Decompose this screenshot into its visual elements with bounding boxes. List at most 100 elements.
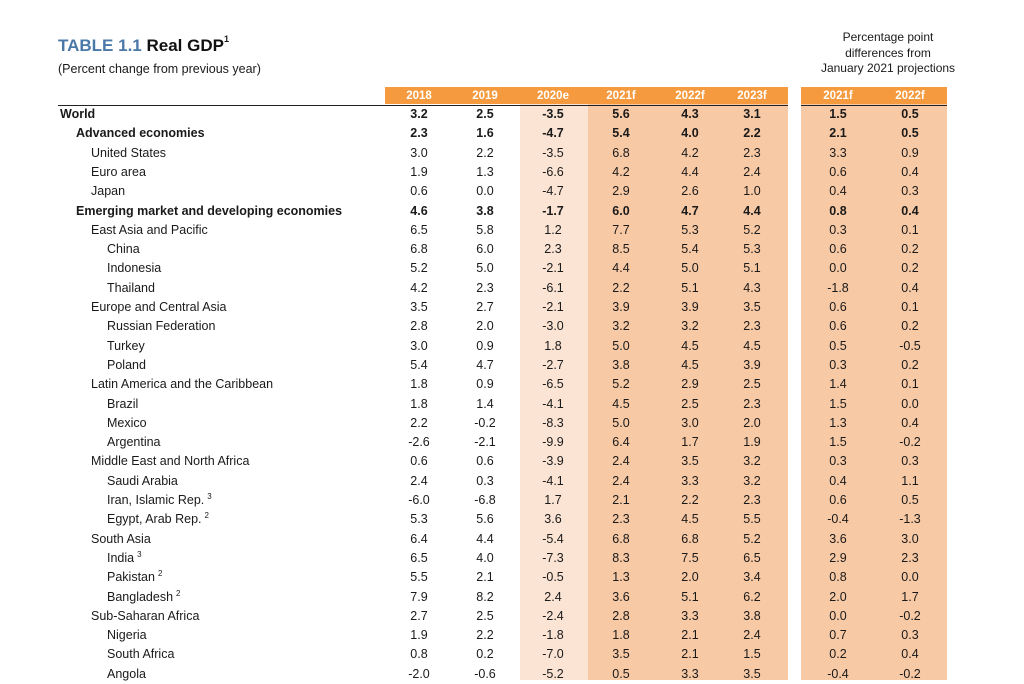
row-label: Sub-Saharan Africa xyxy=(91,609,199,623)
row-label: Euro area xyxy=(91,165,146,179)
row-label-text: Saudi Arabia xyxy=(107,473,178,488)
column-header: 2023f xyxy=(737,90,767,102)
row-label: Mexico xyxy=(107,416,147,430)
row-label-text: Turkey xyxy=(107,338,145,353)
cell-value: 4.3 xyxy=(681,107,699,121)
table-row: Iran, Islamic Rep. 3 -6.0 -6.8 1.7 2.1 2.2 2.3 0… xyxy=(0,491,1024,510)
cell-value: -0.5 xyxy=(542,570,564,585)
cell-value: 6.0 xyxy=(612,203,630,218)
cell-value: 5.8 xyxy=(476,222,494,237)
diff-note-line: January 2021 projections xyxy=(820,61,956,75)
cell-value: 8.5 xyxy=(612,242,630,257)
row-label-text: Nigeria xyxy=(107,628,147,643)
column-header: 2019 xyxy=(472,90,498,102)
cell-value: 2.9 xyxy=(612,184,630,199)
table-row: Nigeria 1.9 2.2 -1.8 1.8 2.1 2.4 0.7 0.3 xyxy=(0,626,1024,645)
diff-cell-value: 0.4 xyxy=(901,647,919,662)
diff-cell-value: 0.4 xyxy=(901,280,919,295)
diff-cell-value: 0.0 xyxy=(829,261,847,276)
cell-value: -2.1 xyxy=(542,261,564,276)
cell-value: 5.4 xyxy=(681,242,699,257)
row-label: Middle East and North Africa xyxy=(91,454,249,468)
diff-cell-value: -0.2 xyxy=(899,666,921,681)
diff-cell-value: 0.1 xyxy=(901,300,919,314)
cell-value: 2.1 xyxy=(476,570,494,585)
cell-value: 8.2 xyxy=(476,589,494,604)
row-footnote: 3 xyxy=(207,492,212,501)
diff-cell-value: 0.6 xyxy=(829,164,847,179)
diff-cell-value: 0.9 xyxy=(901,145,919,160)
row-label: Turkey xyxy=(107,339,145,353)
row-label: Emerging market and developing economies xyxy=(76,204,342,218)
table-row: Latin America and the Caribbean 1.8 0.9 -6.… xyxy=(0,375,1024,394)
diff-cell-value: 0.3 xyxy=(901,628,919,643)
table-name: Real GDP xyxy=(146,36,224,55)
cell-value: 0.5 xyxy=(612,666,630,681)
cell-value: 3.2 xyxy=(743,473,761,488)
cell-value: -6.5 xyxy=(542,377,564,392)
row-label: United States xyxy=(91,146,166,160)
cell-value: 5.0 xyxy=(612,415,630,430)
cell-value: 0.9 xyxy=(476,377,494,392)
cell-value: 0.6 xyxy=(410,184,428,199)
cell-value: 2.3 xyxy=(476,280,494,295)
table-row: Turkey 3.0 0.9 1.8 5.0 4.5 4.5 0.5 -0.5 xyxy=(0,337,1024,356)
cell-value: -2.1 xyxy=(474,435,496,450)
cell-value: -4.1 xyxy=(542,473,564,488)
diff-cell-value: 3.3 xyxy=(829,145,847,160)
cell-value: 2.4 xyxy=(612,473,630,488)
cell-value: 3.9 xyxy=(612,300,630,314)
cell-value: 7.5 xyxy=(681,550,699,565)
column-header: 2020e xyxy=(537,90,569,102)
cell-value: 4.2 xyxy=(612,164,630,179)
table-row: Brazil 1.8 1.4 -4.1 4.5 2.5 2.3 1.5 0.0 xyxy=(0,395,1024,414)
row-label-text: Sub-Saharan Africa xyxy=(91,608,200,623)
cell-value: 0.3 xyxy=(476,473,494,488)
table-row: Russian Federation 2.8 2.0 -3.0 3.2 3.2 2.3 0.6… xyxy=(0,317,1024,336)
cell-value: 6.2 xyxy=(743,589,761,604)
cell-value: 4.5 xyxy=(681,357,699,372)
cell-value: 8.3 xyxy=(612,550,630,565)
cell-value: 5.2 xyxy=(410,261,428,276)
row-label-text: Latin America and the Caribbean xyxy=(91,377,274,392)
row-label: Russian Federation xyxy=(107,319,215,333)
row-label-text: World xyxy=(60,107,96,121)
diff-cell-value: 0.7 xyxy=(829,628,847,643)
cell-value: 3.0 xyxy=(410,145,428,160)
table-row: World 3.2 2.5 -3.5 5.6 4.3 3.1 1.5 0.5 xyxy=(0,105,1024,124)
row-label-text: South Asia xyxy=(91,531,151,546)
cell-value: -2.6 xyxy=(408,435,430,450)
cell-value: 1.9 xyxy=(410,628,428,643)
cell-value: -3.0 xyxy=(542,319,564,334)
diff-column-header: 2021f xyxy=(823,90,853,102)
cell-value: 1.8 xyxy=(410,396,428,411)
cell-value: 0.6 xyxy=(476,454,494,469)
row-label: Indonesia xyxy=(107,261,161,275)
cell-value: -3.5 xyxy=(542,107,564,121)
cell-value: 1.8 xyxy=(612,628,630,643)
table-row: Indonesia 5.2 5.0 -2.1 4.4 5.0 5.1 0.0 0.2 xyxy=(0,259,1024,278)
cell-value: 0.6 xyxy=(410,454,428,469)
cell-value: 4.7 xyxy=(476,357,494,372)
row-label-text: South Africa xyxy=(107,647,175,662)
table-row: Pakistan 2 5.5 2.1 -0.5 1.3 2.0 3.4 0.8 0.0 xyxy=(0,568,1024,587)
cell-value: 2.4 xyxy=(544,589,562,604)
row-footnote: 2 xyxy=(157,569,163,579)
cell-value: 3.3 xyxy=(681,666,699,681)
cell-value: 6.5 xyxy=(410,222,428,237)
diff-note-line: differences from xyxy=(845,45,931,60)
diff-cell-value: 2.3 xyxy=(901,550,919,565)
cell-value: -8.3 xyxy=(542,415,564,430)
cell-value: 4.5 xyxy=(743,338,761,353)
row-label: Poland xyxy=(107,358,146,372)
cell-value: 4.0 xyxy=(681,126,699,141)
cell-value: 3.6 xyxy=(544,512,562,527)
diff-cell-value: 1.3 xyxy=(829,415,847,430)
cell-value: 1.3 xyxy=(476,164,494,179)
cell-value: 3.5 xyxy=(410,300,428,314)
row-label: India 3 xyxy=(107,550,142,565)
row-label-text: Egypt, Arab Rep. xyxy=(107,512,202,527)
diff-cell-value: 0.0 xyxy=(829,608,847,623)
diff-cell-value: 0.2 xyxy=(901,261,919,276)
cell-value: 3.1 xyxy=(743,107,761,121)
